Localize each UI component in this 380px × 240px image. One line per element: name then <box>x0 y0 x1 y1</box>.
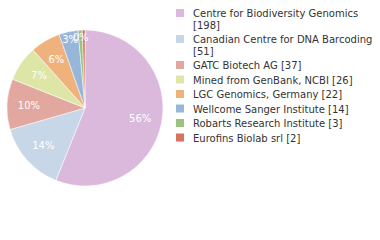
slice-label: 7% <box>31 70 47 81</box>
legend-label-line: Eurofins Biolab srl [2] <box>193 133 300 144</box>
legend-swatch <box>176 61 184 69</box>
legend-label: Centre for Biodiversity Genomics[198] <box>193 8 358 31</box>
legend-label: Mined from GenBank, NCBI [26] <box>193 75 353 86</box>
legend-swatch <box>176 9 184 17</box>
legend-swatch <box>176 105 184 113</box>
legend-label-line: [198] <box>193 20 220 31</box>
slice-label: 56% <box>129 113 151 124</box>
slice-label: 6% <box>48 54 64 65</box>
legend-swatch <box>176 90 184 98</box>
slice-label: 14% <box>32 140 54 151</box>
slice-label: 10% <box>18 100 40 111</box>
legend-label: GATC Biotech AG [37] <box>193 60 302 71</box>
chart: 56%14%10%7%6%3%0%Centre for Biodiversity… <box>0 0 380 240</box>
legend-swatch <box>176 134 184 142</box>
slice-label: 0% <box>73 32 89 43</box>
legend-label-line: [51] <box>193 46 214 57</box>
legend-label: Wellcome Sanger Institute [14] <box>193 104 349 115</box>
legend-swatch <box>176 35 184 43</box>
legend-swatch <box>176 119 184 127</box>
legend-label-line: Centre for Biodiversity Genomics <box>193 8 358 19</box>
legend-label: LGC Genomics, Germany [22] <box>193 89 342 100</box>
legend-label: Eurofins Biolab srl [2] <box>193 133 300 144</box>
legend-label-line: Canadian Centre for DNA Barcoding <box>193 34 372 45</box>
pie: 56%14%10%7%6%3%0% <box>7 30 163 186</box>
legend-label-line: Mined from GenBank, NCBI [26] <box>193 75 353 86</box>
legend-label: Canadian Centre for DNA Barcoding[51] <box>193 34 372 57</box>
legend-label-line: LGC Genomics, Germany [22] <box>193 89 342 100</box>
legend-label-line: Wellcome Sanger Institute [14] <box>193 104 349 115</box>
legend: Centre for Biodiversity Genomics[198] Can… <box>176 8 372 144</box>
legend-swatch <box>176 76 184 84</box>
legend-label: Robarts Research Institute [3] <box>193 118 343 129</box>
legend-label-line: Robarts Research Institute [3] <box>193 118 343 129</box>
legend-label-line: GATC Biotech AG [37] <box>193 60 302 71</box>
